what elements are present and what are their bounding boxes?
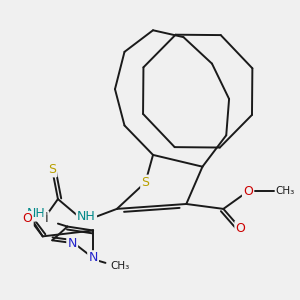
Text: N: N — [88, 251, 98, 265]
Text: I: I — [45, 212, 48, 225]
Text: N: N — [68, 237, 77, 250]
Text: O: O — [22, 212, 32, 225]
Text: i: i — [45, 212, 48, 225]
Text: O: O — [243, 185, 253, 198]
Text: O: O — [236, 222, 245, 235]
Text: S: S — [141, 176, 149, 189]
Text: S: S — [48, 163, 56, 176]
Text: NH: NH — [27, 207, 45, 220]
Text: CH₃: CH₃ — [110, 261, 130, 271]
Text: NH: NH — [77, 210, 96, 223]
Text: CH₃: CH₃ — [276, 186, 295, 196]
